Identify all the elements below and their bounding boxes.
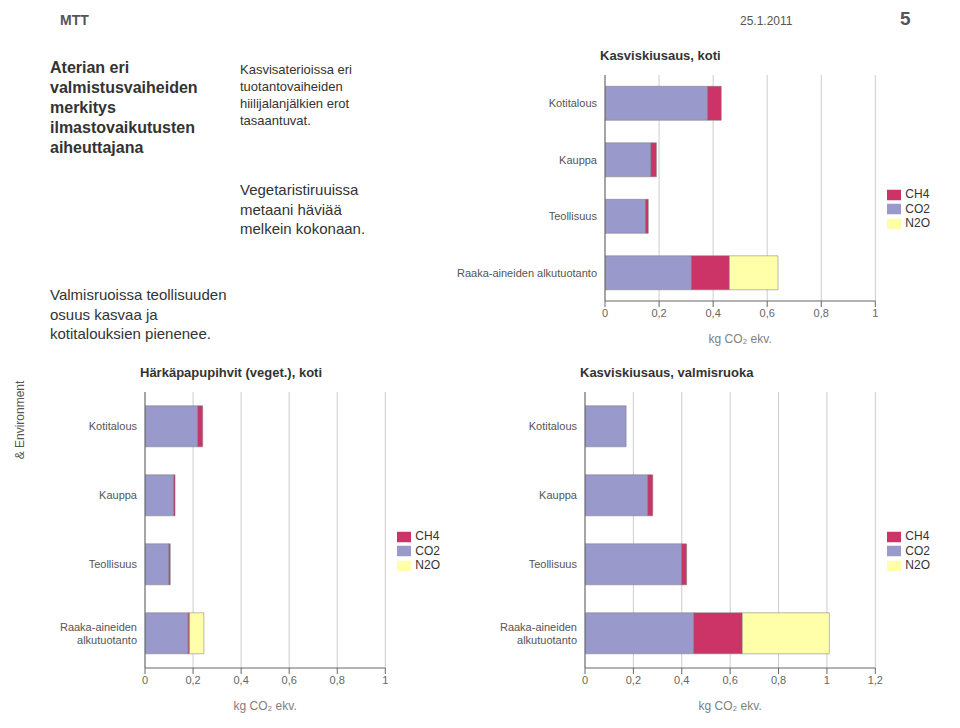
html-text:CH4: CH4 bbox=[905, 528, 930, 543]
svg-text:0,4: 0,4 bbox=[705, 307, 720, 319]
svg-text:Kauppa: Kauppa bbox=[539, 489, 578, 501]
svg-text:0,8: 0,8 bbox=[814, 307, 829, 319]
html-text:Kasviskiusaus, valmisruoka: Kasviskiusaus, valmisruoka bbox=[580, 365, 754, 380]
svg-text:1: 1 bbox=[382, 674, 388, 686]
html-text:Aterian eri valmistusvaiheiden: Aterian eri valmistusvaiheiden merkitys … bbox=[50, 59, 198, 156]
svg-text:kg CO₂ ekv.: kg CO₂ ekv. bbox=[234, 699, 297, 713]
html-text:Härkäpapupihvit (veget.), koti: Härkäpapupihvit (veget.), koti bbox=[140, 365, 322, 380]
svg-text:Kauppa: Kauppa bbox=[99, 489, 138, 501]
svg-text:Teollisuus: Teollisuus bbox=[529, 558, 578, 570]
html-text:Vegetaristiruuissa metaani häv: Vegetaristiruuissa metaani häviää melkei… bbox=[240, 181, 366, 237]
svg-text:0,8: 0,8 bbox=[330, 674, 345, 686]
svg-text:Kauppa: Kauppa bbox=[559, 154, 598, 166]
svg-text:Kotitalous: Kotitalous bbox=[89, 420, 138, 432]
svg-text:0,4: 0,4 bbox=[233, 674, 248, 686]
svg-text:1,2: 1,2 bbox=[868, 674, 883, 686]
html-text:N2O: N2O bbox=[415, 558, 440, 573]
svg-text:1: 1 bbox=[824, 674, 830, 686]
html-text:N2O: N2O bbox=[905, 558, 930, 573]
html-text:CH4: CH4 bbox=[415, 528, 440, 543]
svg-text:kg CO₂ ekv.: kg CO₂ ekv. bbox=[709, 332, 772, 346]
svg-text:0,6: 0,6 bbox=[282, 674, 297, 686]
svg-text:0,2: 0,2 bbox=[651, 307, 666, 319]
svg-text:Raaka-aineidenalkutuotanto: Raaka-aineidenalkutuotanto bbox=[500, 621, 577, 646]
html-text:CO2: CO2 bbox=[905, 201, 930, 216]
html-text:5: 5 bbox=[900, 8, 911, 29]
svg-text:0: 0 bbox=[602, 307, 608, 319]
html-text:CH4: CH4 bbox=[905, 186, 930, 201]
svg-text:Kotitalous: Kotitalous bbox=[529, 420, 578, 432]
svg-text:Kotitalous: Kotitalous bbox=[549, 97, 598, 109]
html-text:CO2: CO2 bbox=[905, 543, 930, 558]
html-text:Kasvisaterioissa eri tuotantov: Kasvisaterioissa eri tuotantovaiheiden h… bbox=[240, 62, 352, 128]
svg-text:0,4: 0,4 bbox=[674, 674, 689, 686]
svg-text:0,2: 0,2 bbox=[626, 674, 641, 686]
svg-text:Teollisuus: Teollisuus bbox=[549, 210, 598, 222]
svg-text:0,6: 0,6 bbox=[760, 307, 775, 319]
html-text:N2O: N2O bbox=[905, 216, 930, 231]
svg-text:1: 1 bbox=[872, 307, 878, 319]
svg-text:Teollisuus: Teollisuus bbox=[89, 558, 138, 570]
html-text:Valmisruoissa teollisuuden osu: Valmisruoissa teollisuuden osuus kasvaa … bbox=[50, 286, 227, 342]
svg-text:kg CO₂ ekv.: kg CO₂ ekv. bbox=[699, 699, 762, 713]
html-text:MTT: MTT bbox=[60, 12, 89, 28]
svg-text:0,6: 0,6 bbox=[723, 674, 738, 686]
html-text:Kasviskiusaus, koti: Kasviskiusaus, koti bbox=[600, 48, 721, 63]
svg-text:0: 0 bbox=[582, 674, 588, 686]
svg-text:Raaka-aineidenalkutuotanto: Raaka-aineidenalkutuotanto bbox=[60, 621, 137, 646]
svg-text:0,8: 0,8 bbox=[771, 674, 786, 686]
svg-text:Raaka-aineiden alkutuotanto: Raaka-aineiden alkutuotanto bbox=[457, 267, 597, 279]
html-text:& Environment: & Environment bbox=[13, 380, 27, 460]
html-text:CO2: CO2 bbox=[415, 543, 440, 558]
svg-text:0,2: 0,2 bbox=[185, 674, 200, 686]
html-text:25.1.2011: 25.1.2011 bbox=[740, 14, 793, 28]
svg-text:0: 0 bbox=[142, 674, 148, 686]
